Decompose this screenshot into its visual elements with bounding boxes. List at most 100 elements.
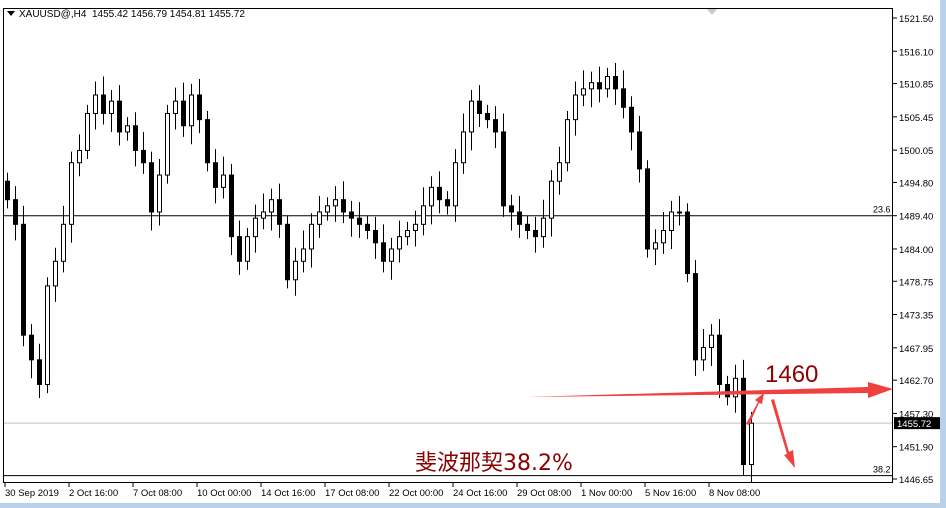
candle-body <box>309 223 314 250</box>
candle-body <box>421 205 426 225</box>
candle-body <box>413 223 418 231</box>
candle-body <box>661 229 666 244</box>
x-tick-label: 8 Nov 08:00 <box>709 488 760 499</box>
candle-body <box>269 199 274 213</box>
candle-body <box>341 199 346 213</box>
candle-body <box>485 112 490 121</box>
candle-body <box>461 131 466 164</box>
candle-body <box>381 242 386 262</box>
scroll-marker-icon[interactable] <box>707 9 717 15</box>
candle-body <box>221 174 226 188</box>
candle-body <box>373 229 378 244</box>
fib-level-label: 38.2 <box>873 465 891 475</box>
candle-body <box>701 347 706 361</box>
y-tick-label: 1451.90 <box>899 443 933 454</box>
y-tick-label: 1462.70 <box>899 376 933 387</box>
candle-body <box>173 100 178 114</box>
plot-area-border <box>3 8 893 483</box>
candle-body <box>277 199 282 225</box>
candle-body <box>333 199 338 207</box>
candle-body <box>53 260 58 287</box>
x-tick-label: 7 Oct 08:00 <box>133 488 182 499</box>
candle-body <box>677 211 682 214</box>
candle-body <box>509 205 514 213</box>
candle-body <box>445 199 450 207</box>
y-tick-label: 1467.95 <box>899 344 933 355</box>
current-price-label: 1455.72 <box>897 419 931 430</box>
candle-body <box>541 217 546 238</box>
dropdown-triangle-icon[interactable] <box>7 11 15 16</box>
x-tick-label: 2 Oct 16:00 <box>69 488 118 499</box>
candle-body <box>85 112 90 151</box>
x-tick-label: 10 Oct 00:00 <box>197 488 251 499</box>
candle-body <box>437 186 442 201</box>
candle-body <box>533 229 538 238</box>
candle-body <box>21 223 26 336</box>
candle-body <box>717 334 722 385</box>
candle-body <box>669 211 674 231</box>
arrow-1460 <box>527 382 893 398</box>
symbol-label: XAUUSD@,H4 <box>19 9 87 20</box>
ohlc-readout: 1455.42 1456.79 1454.81 1455.72 <box>91 9 245 20</box>
candle-body <box>573 94 578 121</box>
candle-body <box>229 174 234 238</box>
candle-body <box>301 248 306 262</box>
window-frame-right <box>940 0 946 508</box>
candle-body <box>557 162 562 182</box>
candle-body <box>125 125 130 133</box>
candle-body <box>397 236 402 250</box>
candle-body <box>389 248 394 262</box>
candle-body <box>405 229 410 238</box>
candle-body <box>13 199 18 225</box>
candle-body <box>261 211 266 219</box>
x-tick-label: 30 Sep 2019 <box>5 488 59 499</box>
x-tick-label: 22 Oct 00:00 <box>389 488 443 499</box>
y-tick-label: 1516.10 <box>899 47 933 58</box>
candle-body <box>45 285 50 385</box>
candle-body <box>693 273 698 361</box>
candle-body <box>117 100 122 133</box>
candle-body <box>349 211 354 219</box>
y-tick-label: 1489.40 <box>899 212 933 223</box>
current-price-badge <box>894 417 940 430</box>
candle-body <box>565 119 570 164</box>
candle-body <box>709 334 714 349</box>
candle-body <box>741 377 746 466</box>
candle-body <box>725 383 730 398</box>
candle-body <box>181 100 186 127</box>
candle-body <box>589 82 594 90</box>
candle-body <box>493 119 498 133</box>
candle-body <box>581 88 586 96</box>
y-tick-label: 1484.00 <box>899 245 933 256</box>
candle-body <box>653 242 658 250</box>
candle-body <box>69 162 74 225</box>
candle-body <box>5 180 10 201</box>
candle-body <box>613 76 618 90</box>
candle-body <box>549 180 554 219</box>
y-tick-label: 1473.35 <box>899 311 933 322</box>
candle-body <box>213 162 218 188</box>
candle-body <box>357 217 362 225</box>
candle-body <box>629 106 634 133</box>
y-tick-label: 1505.45 <box>899 113 933 124</box>
fib-level-label: 23.6 <box>873 205 891 215</box>
candle-body <box>133 125 138 151</box>
arrow-down <box>771 399 795 468</box>
candle-body <box>365 223 370 231</box>
candle-body <box>197 94 202 121</box>
candle-body <box>325 205 330 213</box>
chart-title: XAUUSD@,H4 1455.42 1456.79 1454.81 1455.… <box>7 9 245 20</box>
candle-body <box>245 236 250 262</box>
y-tick-label: 1494.80 <box>899 178 933 189</box>
candle-body <box>637 131 642 170</box>
annotation-1460: 1460 <box>765 361 818 388</box>
candle-body <box>101 94 106 114</box>
candle-body <box>165 112 170 176</box>
window-frame-bottom <box>0 503 946 508</box>
candle-body <box>149 162 154 213</box>
candle-body <box>61 223 66 262</box>
y-tick-label: 1500.05 <box>899 146 933 157</box>
candle-body <box>205 119 210 164</box>
candle-body <box>525 223 530 231</box>
